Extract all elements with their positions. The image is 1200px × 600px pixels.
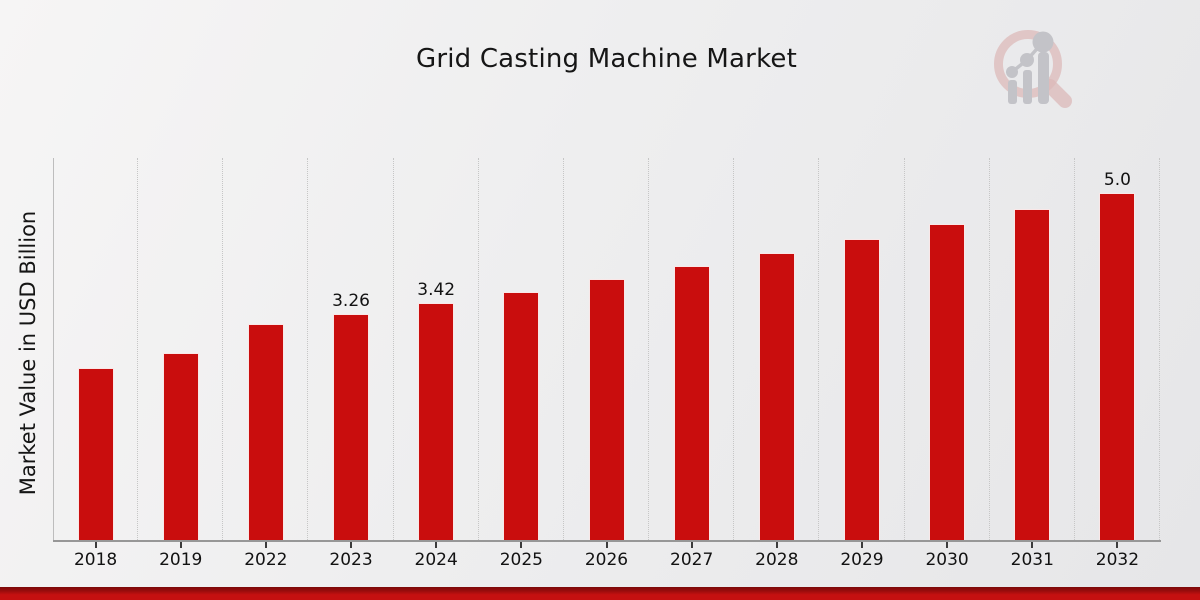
- x-tick: [520, 542, 523, 548]
- bar-2030: [929, 224, 966, 540]
- gridline: [562, 158, 564, 540]
- x-tick-label: 2028: [755, 550, 799, 570]
- y-axis-line: [53, 158, 54, 540]
- x-tick: [605, 542, 608, 548]
- x-tick: [690, 542, 693, 548]
- x-tick: [264, 542, 267, 548]
- gridline: [307, 158, 309, 540]
- x-tick-label: 2018: [73, 550, 118, 570]
- gridline: [137, 158, 139, 540]
- bar-2026: [588, 279, 625, 540]
- gridline: [1073, 158, 1075, 540]
- y-axis-label: Market Value in USD Billion: [16, 210, 40, 496]
- x-tick: [179, 542, 182, 548]
- x-tick: [435, 542, 438, 548]
- x-tick: [1031, 542, 1034, 548]
- x-tick: [775, 542, 778, 548]
- magnifier-bar-chart-logo-icon: [994, 30, 1072, 108]
- x-tick-label: 2025: [499, 550, 543, 570]
- gridline: [648, 158, 650, 540]
- gridline: [222, 158, 224, 540]
- bar-2025: [503, 292, 540, 540]
- x-tick: [94, 542, 97, 548]
- gridline: [818, 158, 820, 540]
- x-tick-label: 2029: [840, 550, 884, 570]
- x-tick-label: 2031: [1010, 550, 1054, 570]
- x-tick-label: 2023: [329, 550, 373, 570]
- gridline: [903, 158, 905, 540]
- gridline: [733, 158, 735, 540]
- bar-2029: [843, 239, 880, 540]
- footer-banner: [0, 587, 1200, 600]
- x-tick: [1116, 542, 1119, 548]
- x-tick-label: 2030: [925, 550, 969, 570]
- gridline: [477, 158, 479, 540]
- x-tick-label: 2022: [244, 550, 288, 570]
- bar-value-label: 3.42: [417, 280, 456, 300]
- bar-2024: [418, 303, 455, 540]
- bar-2019: [162, 353, 199, 540]
- x-tick: [946, 542, 949, 548]
- gridline: [988, 158, 990, 540]
- x-tick-label: 2024: [414, 550, 458, 570]
- x-tick-label: 2019: [159, 550, 203, 570]
- x-tick-label: 2026: [584, 550, 629, 570]
- bar-2023: [333, 314, 370, 540]
- x-tick: [860, 542, 863, 548]
- bar-value-label: 3.26: [332, 291, 370, 311]
- bar-2031: [1014, 209, 1051, 540]
- bar-2018: [77, 368, 114, 540]
- bar-2022: [247, 324, 284, 540]
- bar-2028: [758, 253, 795, 540]
- bar-value-label: 5.0: [1103, 170, 1131, 190]
- x-tick: [350, 542, 353, 548]
- x-tick-label: 2032: [1095, 550, 1140, 570]
- chart-title: Grid Casting Machine Market: [415, 44, 797, 74]
- gridline: [392, 158, 394, 540]
- x-tick-label: 2027: [670, 550, 714, 570]
- x-axis-line: [53, 540, 1161, 542]
- gridline: [1159, 158, 1160, 540]
- plot-area: 2018 2019 2022 3.26 2023 3.42 2024 2025 2026 2027…: [53, 158, 1160, 570]
- bar-2032: [1099, 193, 1136, 540]
- bar-2027: [673, 266, 710, 540]
